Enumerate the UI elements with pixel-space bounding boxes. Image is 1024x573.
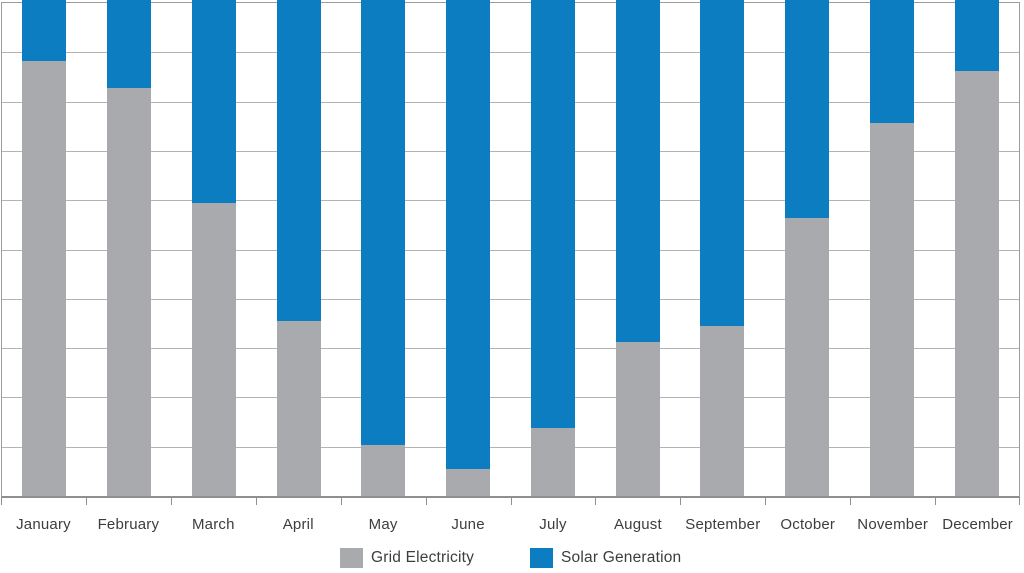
solar-generation-segment	[954, 0, 999, 72]
x-label-october: October	[780, 516, 836, 533]
axis-tick	[1019, 498, 1020, 505]
gridline	[2, 348, 1019, 350]
x-axis-labels: January February March April May June July Augu…	[1, 516, 1020, 533]
bar-slot-april	[256, 0, 341, 496]
bar-slot-november	[850, 0, 935, 496]
stacked-bar-august	[615, 0, 660, 496]
solar-generation-segment	[700, 0, 745, 326]
solar-generation-segment	[446, 0, 491, 469]
grid-electricity-segment	[107, 87, 152, 496]
grid-electricity-segment	[530, 427, 575, 496]
x-label-december: December	[942, 516, 1013, 533]
grid-electricity-segment	[785, 218, 830, 496]
grid-electricity-segment	[276, 321, 321, 496]
axis-tick	[170, 498, 172, 505]
grid-electricity-segment	[22, 60, 67, 496]
axis-tick	[510, 498, 512, 505]
gridline	[2, 249, 1019, 251]
grid-electricity-segment	[700, 325, 745, 496]
solar-generation-segment	[361, 0, 406, 446]
solar-generation-segment	[191, 0, 236, 204]
legend-item-grid-electricity: Grid Electricity	[340, 547, 474, 569]
axis-tick	[85, 498, 87, 505]
legend-item-solar-generation: Solar Generation	[530, 547, 681, 569]
gridline	[2, 150, 1019, 152]
axis-tick	[1, 498, 2, 505]
bar-slot-july	[511, 0, 596, 496]
gridline	[2, 52, 1019, 54]
stacked-bar-october	[785, 0, 830, 496]
x-label-april: April	[282, 516, 314, 533]
x-label-november: November	[857, 516, 929, 533]
axis-tick	[425, 498, 427, 505]
stacked-bar-april	[276, 0, 321, 496]
solar-generation-segment	[276, 0, 321, 322]
axis-tick	[850, 498, 852, 505]
bar-slot-may	[341, 0, 426, 496]
gridline	[2, 397, 1019, 399]
stacked-bar-november	[869, 0, 914, 496]
stacked-bar-december	[954, 0, 999, 496]
solar-generation-segment	[22, 0, 67, 61]
bar-slot-january	[2, 0, 87, 496]
bars-container	[2, 0, 1019, 496]
axis-tick	[595, 498, 597, 505]
grid-electricity-segment	[869, 123, 914, 496]
x-label-may: May	[368, 516, 398, 533]
legend: Grid Electricity Solar Generation	[0, 547, 1024, 569]
grid-electricity-segment	[191, 203, 236, 496]
x-label-june: June	[451, 516, 485, 533]
bar-slot-december	[934, 0, 1019, 496]
bar-slot-october	[765, 0, 850, 496]
solar-generation-swatch	[530, 548, 553, 568]
grid-electricity-swatch	[340, 548, 363, 568]
solar-generation-segment	[869, 0, 914, 123]
grid-electricity-segment	[954, 71, 999, 496]
axis-tick	[340, 498, 342, 505]
bar-slot-march	[172, 0, 257, 496]
axis-tick	[935, 498, 937, 505]
bar-slot-september	[680, 0, 765, 496]
gridline	[2, 200, 1019, 202]
x-label-march: March	[191, 516, 235, 533]
stacked-bar-june	[446, 0, 491, 496]
legend-label-grid-electricity: Grid Electricity	[371, 549, 475, 566]
bar-slot-august	[595, 0, 680, 496]
x-label-january: January	[16, 516, 71, 533]
x-axis-ticks	[1, 498, 1020, 507]
x-label-august: August	[613, 516, 662, 533]
stacked-bar-february	[107, 0, 152, 496]
stacked-bar-september	[700, 0, 745, 496]
stacked-bar-may	[361, 0, 406, 496]
stacked-bar-july	[530, 0, 575, 496]
solar-generation-segment	[107, 0, 152, 88]
x-label-september: September	[685, 516, 761, 533]
axis-tick	[255, 498, 257, 505]
legend-label-solar-generation: Solar Generation	[561, 549, 682, 566]
gridline	[2, 298, 1019, 300]
stacked-bar-january	[22, 0, 67, 496]
axis-tick	[765, 498, 767, 505]
x-label-july: July	[539, 516, 567, 533]
bar-slot-february	[87, 0, 172, 496]
grid-electricity-segment	[446, 468, 491, 496]
solar-generation-segment	[785, 0, 830, 219]
gridline	[2, 446, 1019, 448]
grid-electricity-segment	[615, 341, 660, 496]
solar-generation-segment	[615, 0, 660, 342]
gridline	[2, 101, 1019, 103]
grid-electricity-segment	[361, 445, 406, 496]
solar-generation-segment	[530, 0, 575, 428]
plot-area	[1, 0, 1020, 498]
bar-slot-june	[426, 0, 511, 496]
axis-tick	[680, 498, 682, 505]
stacked-bar-march	[191, 0, 236, 496]
x-label-february: February	[97, 516, 160, 533]
